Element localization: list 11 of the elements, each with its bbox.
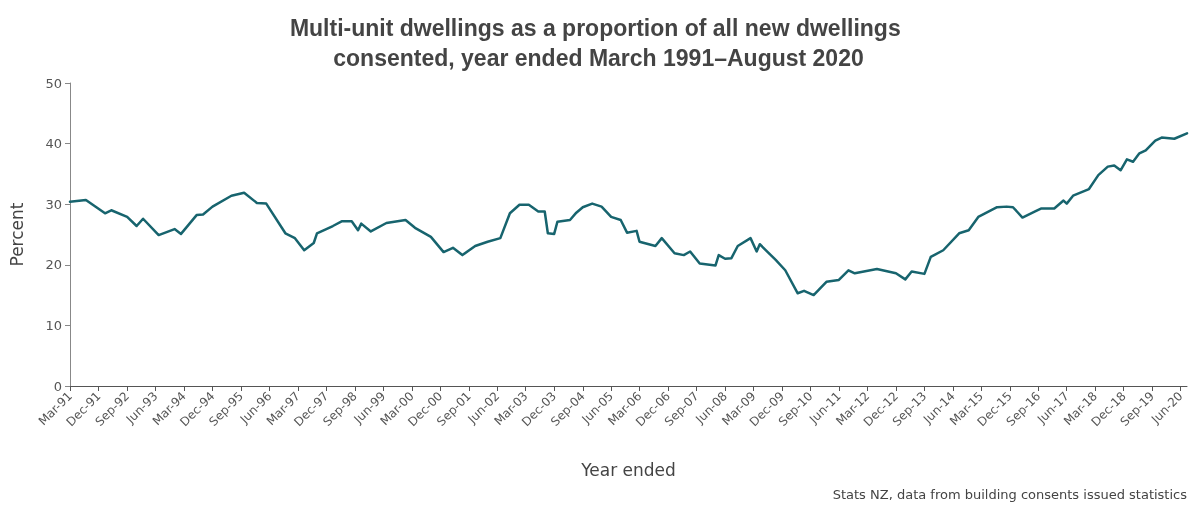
x-axis-title: Year ended — [580, 459, 676, 480]
line-series — [68, 132, 1189, 297]
text: Stats NZ, data from building consents issued statistics — [832, 487, 1188, 502]
chart-title: Multi-unit dwellings as a proportion of all new dwellings consented, year ended March 1991–August 2020 — [289, 15, 908, 71]
y-tick-label: 0 — [53, 378, 62, 394]
y-tick-label: 40 — [45, 136, 62, 152]
y-axis-title: Percent — [6, 202, 27, 267]
y-tick-label: 20 — [45, 257, 62, 273]
y-tick-label: 50 — [45, 75, 62, 91]
y-tick-label: 10 — [45, 317, 62, 333]
y-tick-label: 30 — [45, 196, 62, 212]
